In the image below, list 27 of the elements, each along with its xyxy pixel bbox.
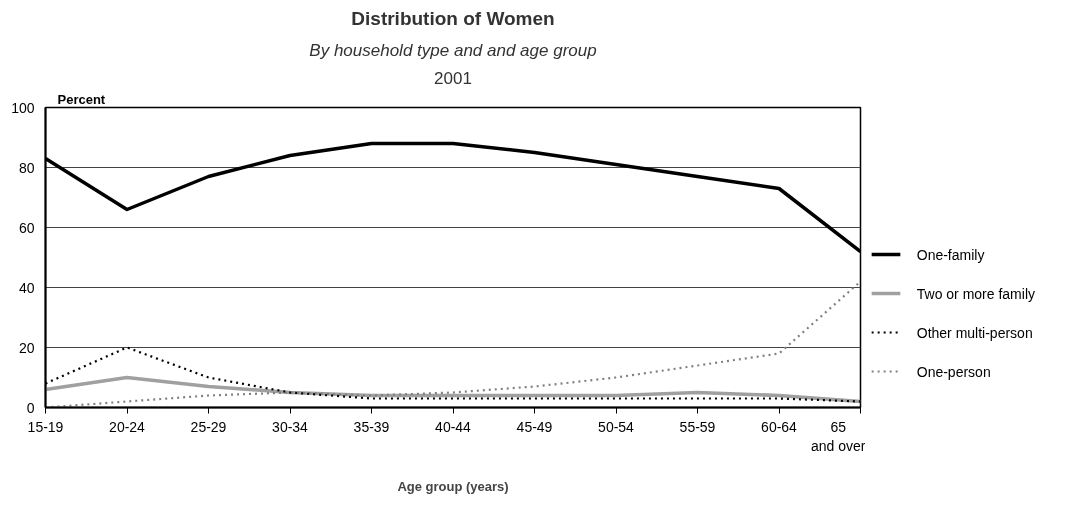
x-tick-label: 30-34 — [272, 418, 309, 435]
y-tick-label: 0 — [26, 399, 35, 416]
x-tick-label: 35-39 — [353, 418, 390, 435]
x-tick-label: 20-24 — [109, 418, 146, 435]
x-tick-label: 50-54 — [598, 418, 635, 435]
text: 2001 — [434, 68, 472, 88]
chart-title: Distribution of Women — [351, 7, 555, 29]
x-tick-label: 65 and over — [811, 418, 866, 454]
y-tick-label: 60 — [18, 219, 35, 236]
chart-subtitle: By household type and and age group — [309, 40, 597, 60]
legend-label: One-person — [916, 363, 991, 380]
legend-label: Other multi-person — [916, 324, 1033, 341]
line-series — [45, 375, 861, 404]
y-tick-label: 80 — [18, 159, 35, 176]
x-tick-label: 25-29 — [190, 418, 227, 435]
legend-label: One-family — [916, 246, 985, 263]
y-axis-title: Percent — [57, 91, 106, 107]
x-tick-label: 55-59 — [679, 418, 716, 435]
x-axis-title: Age group (years) — [397, 478, 509, 494]
x-tick-label: 60-64 — [761, 418, 798, 435]
y-tick-label: 40 — [18, 279, 35, 296]
y-tick-label: 100 — [11, 99, 35, 116]
y-tick-label: 20 — [18, 339, 35, 356]
x-tick-label: 15-19 — [27, 418, 64, 435]
legend-label: Two or more family — [916, 285, 1035, 302]
x-tick-label: 45-49 — [516, 418, 553, 435]
x-tick-label: 40-44 — [435, 418, 472, 435]
